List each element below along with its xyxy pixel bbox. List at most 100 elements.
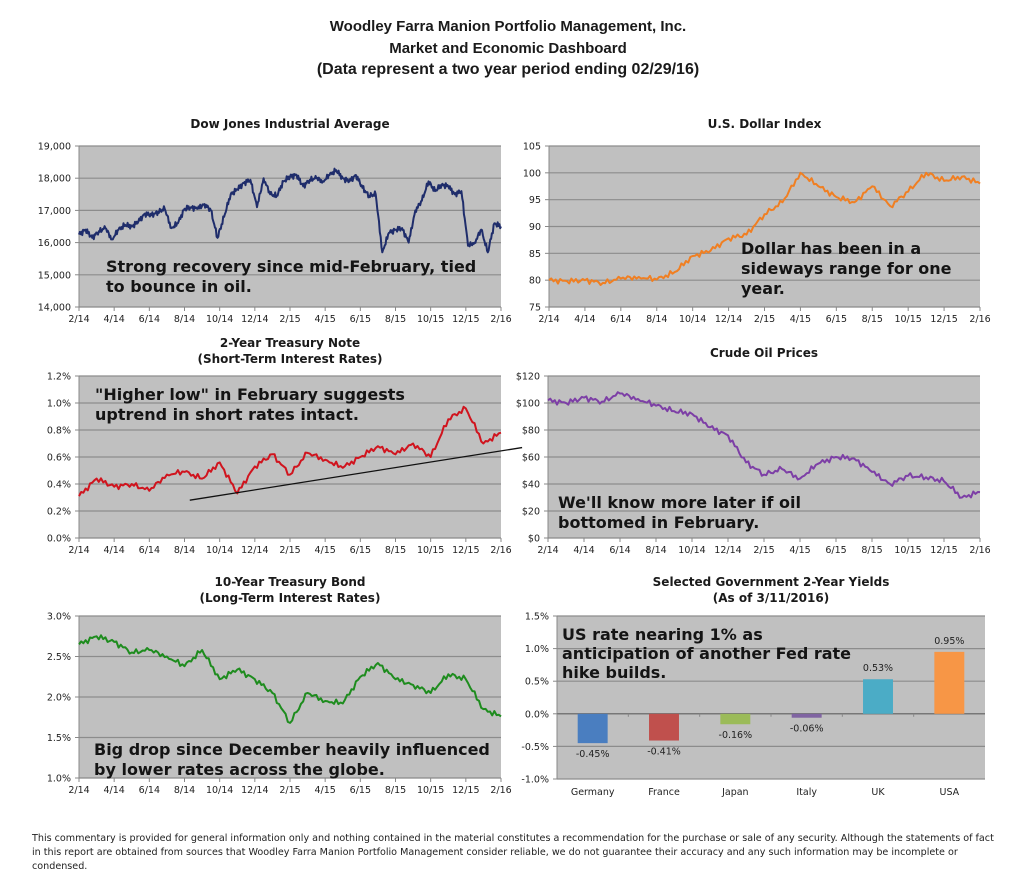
x-tick-label: 8/14: [174, 785, 195, 796]
x-tick-label: 12/15: [452, 545, 479, 556]
data-label: 0.95%: [934, 636, 964, 647]
chart-annotation: Dollar has been in a: [741, 239, 921, 258]
x-tick-label: 2/16: [969, 545, 990, 556]
y-tick-label: 100: [523, 168, 541, 179]
chart-gov_yields: Selected Government 2-Year Yields (As of …: [521, 575, 985, 798]
x-tick-label: 12/14: [241, 785, 268, 796]
y-tick-label: -1.0%: [521, 775, 549, 786]
chart-annotation: bottomed in February.: [558, 513, 759, 532]
y-tick-label: 75: [529, 303, 541, 314]
data-label: 0.53%: [863, 663, 893, 674]
chart-annotation: sideways range for one: [741, 259, 952, 278]
chart-title: Selected Government 2-Year Yields: [653, 575, 890, 589]
y-tick-label: 0.8%: [47, 426, 71, 437]
chart-annotation: to bounce in oil.: [106, 277, 252, 296]
chart-two_year: 2-Year Treasury Note (Short-Term Interest…: [47, 336, 523, 556]
y-tick-label: 14,000: [38, 303, 71, 314]
data-label: -0.41%: [647, 747, 681, 758]
y-tick-label: 1.0%: [525, 644, 549, 655]
bar-france: [649, 713, 679, 741]
x-tick-label: 10/15: [417, 314, 444, 325]
chart-title: 10-Year Treasury Bond: [215, 575, 366, 589]
category-label: Germany: [571, 787, 615, 798]
x-tick-label: 6/14: [609, 545, 630, 556]
x-tick-label: 2/15: [753, 545, 774, 556]
x-tick-label: 12/15: [452, 314, 479, 325]
y-tick-label: $120: [516, 372, 540, 383]
x-tick-label: 2/14: [537, 545, 558, 556]
x-tick-label: 4/15: [314, 785, 335, 796]
chart-title: Crude Oil Prices: [710, 346, 818, 360]
x-tick-label: 2/16: [490, 545, 511, 556]
x-tick-label: 2/15: [279, 785, 300, 796]
y-tick-label: $60: [522, 453, 540, 464]
bar-japan: [720, 713, 751, 725]
chart-oil: Crude Oil Prices $0 $20 $40 $60 $80 $100 $120 2/…: [516, 346, 991, 556]
y-tick-label: 2.0%: [47, 693, 71, 704]
series-line-ten_year: [78, 634, 502, 724]
y-tick-label: 0.4%: [47, 480, 71, 491]
chart-annotation: uptrend in short rates intact.: [95, 405, 359, 424]
y-tick-label: -0.5%: [521, 742, 549, 753]
y-tick-label: 90: [529, 222, 541, 233]
x-tick-label: 2/16: [490, 785, 511, 796]
x-tick-label: 6/15: [826, 314, 847, 325]
series-line-dollar: [548, 171, 981, 286]
x-tick-label: 6/15: [350, 314, 371, 325]
chart-title: U.S. Dollar Index: [708, 117, 822, 131]
y-tick-label: 1.5%: [525, 612, 549, 623]
x-tick-label: 10/15: [894, 314, 921, 325]
x-tick-label: 4/14: [103, 785, 124, 796]
chart-annotation: "Higher low" in February suggests: [95, 385, 405, 404]
header-dashboard-title: Market and Economic Dashboard: [389, 40, 627, 57]
x-tick-label: 12/15: [452, 785, 479, 796]
x-tick-label: 6/14: [139, 545, 160, 556]
category-label: Japan: [721, 787, 749, 798]
category-label: Italy: [796, 787, 817, 798]
series-line-two_year: [78, 405, 502, 497]
x-tick-label: 6/15: [350, 785, 371, 796]
x-tick-label: 4/15: [314, 545, 335, 556]
y-tick-label: $0: [528, 534, 540, 545]
chart-annotation: Strong recovery since mid-February, tied: [106, 257, 476, 276]
header-company-name: Woodley Farra Manion Portfolio Managemen…: [329, 18, 687, 35]
chart-annotation: hike builds.: [562, 663, 666, 682]
bar-usa: [934, 651, 965, 714]
bar-italy: [791, 713, 822, 718]
y-tick-label: 2.5%: [47, 652, 71, 663]
chart-annotation: year.: [741, 279, 785, 298]
chart-title: 2-Year Treasury Note: [220, 336, 360, 350]
x-tick-label: 4/14: [573, 545, 594, 556]
y-tick-label: 18,000: [38, 174, 71, 185]
x-tick-label: 4/14: [103, 545, 124, 556]
x-tick-label: 2/14: [538, 314, 559, 325]
y-tick-label: 0.0%: [47, 534, 71, 545]
x-tick-label: 4/15: [314, 314, 335, 325]
x-tick-label: 2/16: [490, 314, 511, 325]
x-tick-label: 2/15: [279, 545, 300, 556]
y-tick-label: 1.0%: [47, 399, 71, 410]
series-line-dow: [78, 167, 502, 254]
disclaimer-text: This commentary is provided for general …: [32, 833, 994, 872]
header-period-note: (Data represent a two year period ending…: [316, 61, 700, 78]
x-tick-label: 10/15: [417, 785, 444, 796]
y-tick-label: 95: [529, 195, 541, 206]
y-tick-label: 17,000: [38, 206, 71, 217]
y-tick-label: 80: [529, 276, 541, 287]
y-tick-label: 1.2%: [47, 372, 71, 383]
chart-annotation: We'll know more later if oil: [558, 493, 801, 512]
x-tick-label: 10/14: [206, 785, 233, 796]
chart-title: (Short-Term Interest Rates): [198, 352, 383, 366]
x-tick-label: 6/14: [139, 314, 160, 325]
y-tick-label: 0.2%: [47, 507, 71, 518]
y-tick-label: 1.0%: [47, 774, 71, 785]
x-tick-label: 4/14: [103, 314, 124, 325]
chart-ten_year: 10-Year Treasury Bond (Long-Term Interest…: [47, 575, 512, 796]
x-tick-label: 12/14: [714, 545, 741, 556]
chart-annotation: by lower rates across the globe.: [94, 760, 385, 779]
y-tick-label: 0.6%: [47, 453, 71, 464]
chart-annotation: US rate nearing 1% as: [562, 625, 763, 644]
x-tick-label: 8/14: [174, 545, 195, 556]
data-label: -0.16%: [719, 730, 753, 741]
data-label: -0.06%: [790, 724, 824, 735]
